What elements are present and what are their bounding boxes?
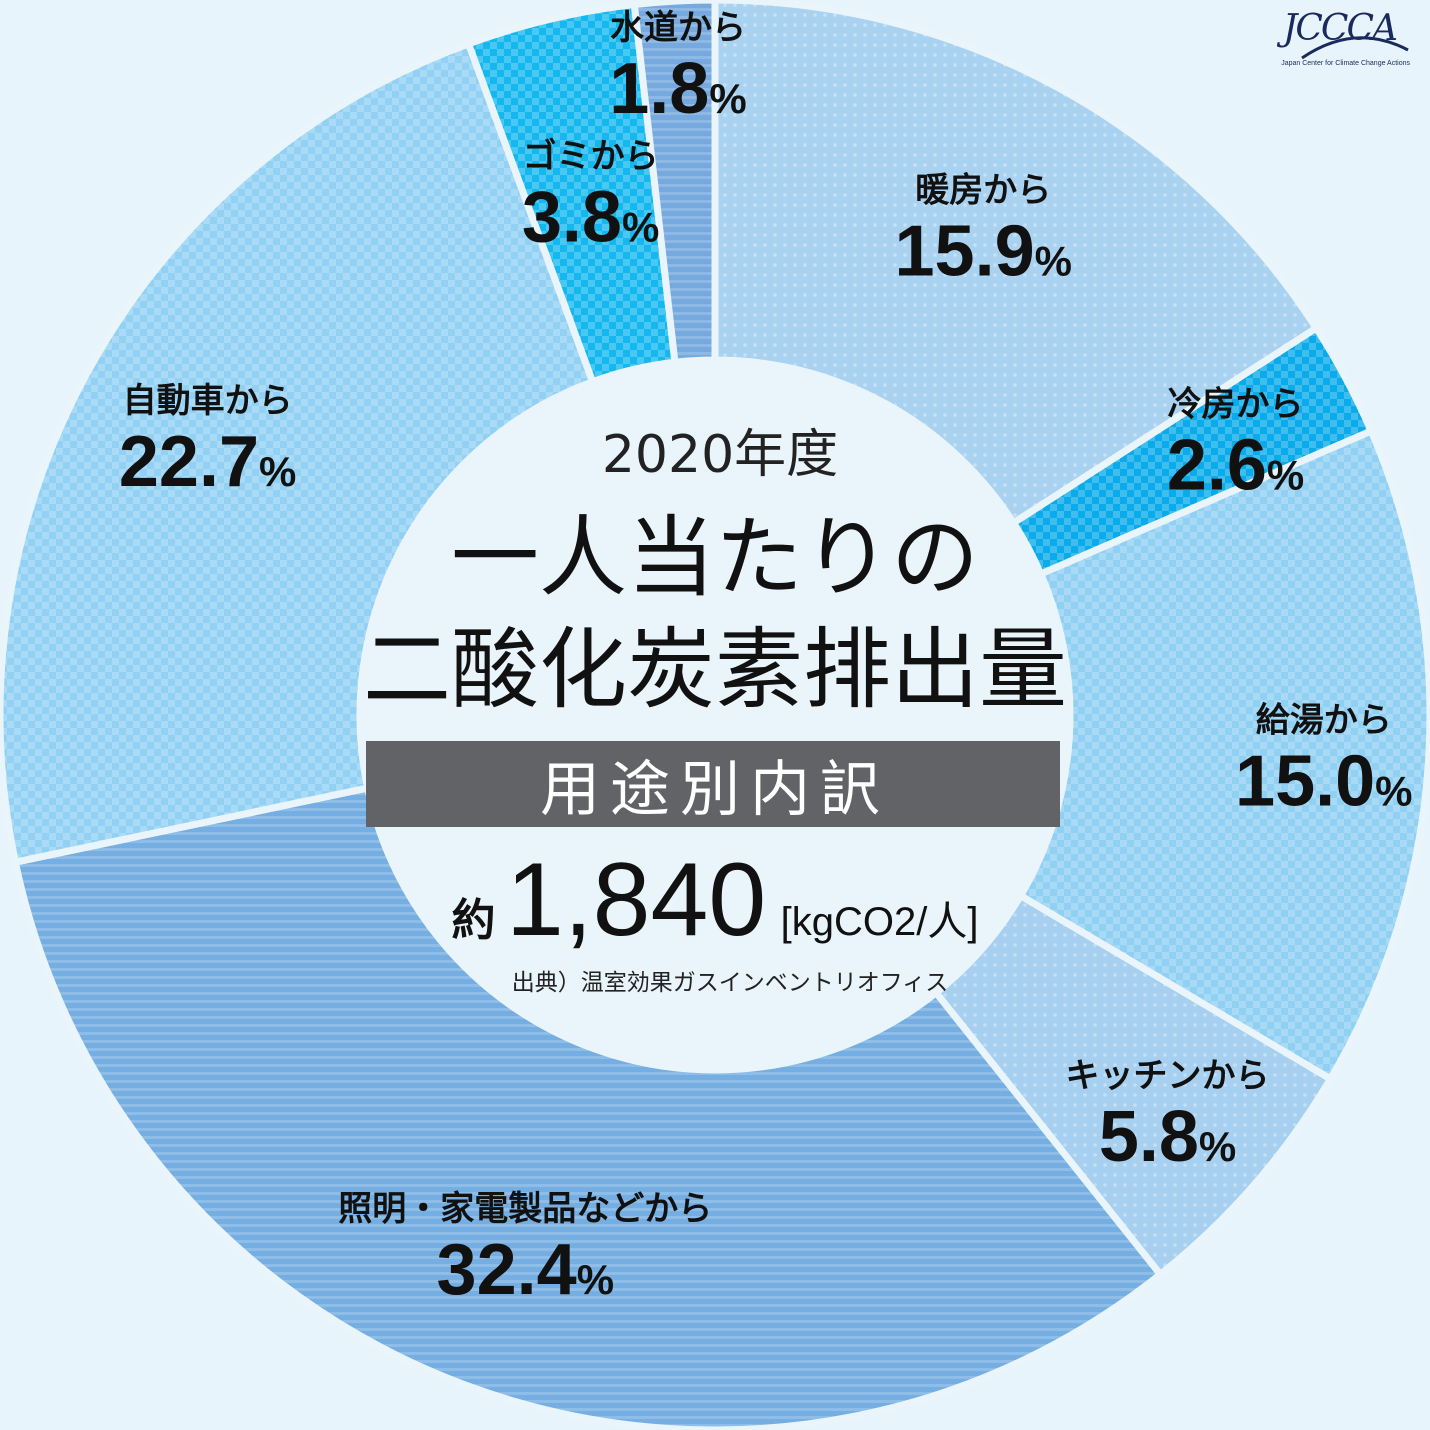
slice-value-7: 1.8%: [609, 49, 746, 129]
slice-label-1: 冷房から: [1168, 384, 1304, 424]
year-label: 2020年度: [602, 425, 838, 485]
total-unit: [kgCO2/人]: [781, 900, 979, 944]
slice-label-6: ゴミから: [523, 137, 659, 177]
slice-label-4: 照明・家電製品などから: [338, 1189, 712, 1229]
slice-value-1: 2.6%: [1167, 425, 1304, 505]
logo-mark: JCCCA: [1282, 8, 1398, 49]
slice-label-0: 暖房から: [915, 170, 1051, 210]
slice-value-6: 3.8%: [522, 178, 659, 258]
slice-label-3: キッチンから: [1066, 1056, 1270, 1096]
slice-label-7: 水道から: [610, 8, 746, 48]
title-line-1: 一人当たりの: [451, 506, 979, 609]
subtitle: 用途別内訳: [540, 755, 890, 825]
slice-label-5: 自動車から: [123, 381, 293, 421]
slice-value-4: 32.4%: [437, 1230, 615, 1310]
title-line-2: 二酸化炭素排出量: [363, 618, 1067, 721]
slice-0: [711, 0, 1322, 528]
source-note: 出典）温室効果ガスインベントリオフィス: [512, 970, 949, 996]
total-prefix: 約: [451, 895, 495, 946]
subtitle-bar: [366, 741, 1060, 827]
slice-value-5: 22.7%: [119, 422, 296, 502]
slice-7: [630, 0, 719, 367]
slice-2: [1015, 426, 1430, 1084]
slice-value-0: 15.9%: [894, 211, 1071, 291]
slice-value-2: 15.0%: [1235, 741, 1413, 821]
total-value: 1,840: [506, 842, 766, 958]
jccca-logo: JCCCA Japan Center for Climate Change Ac…: [1281, 8, 1410, 68]
slice-label-2: 給湯から: [1256, 700, 1392, 740]
slice-value-3: 5.8%: [1099, 1097, 1236, 1177]
logo-tagline: Japan Center for Climate Change Actions: [1281, 60, 1410, 67]
total-line: 約 1,840 [kgCO2/人]: [451, 842, 978, 958]
center-panel: 2020年度 一人当たりの 二酸化炭素排出量 用途別内訳 約 1,840 [kg…: [360, 360, 1070, 1070]
logo-arc: [1301, 36, 1409, 60]
center-circle: [360, 360, 1070, 1070]
